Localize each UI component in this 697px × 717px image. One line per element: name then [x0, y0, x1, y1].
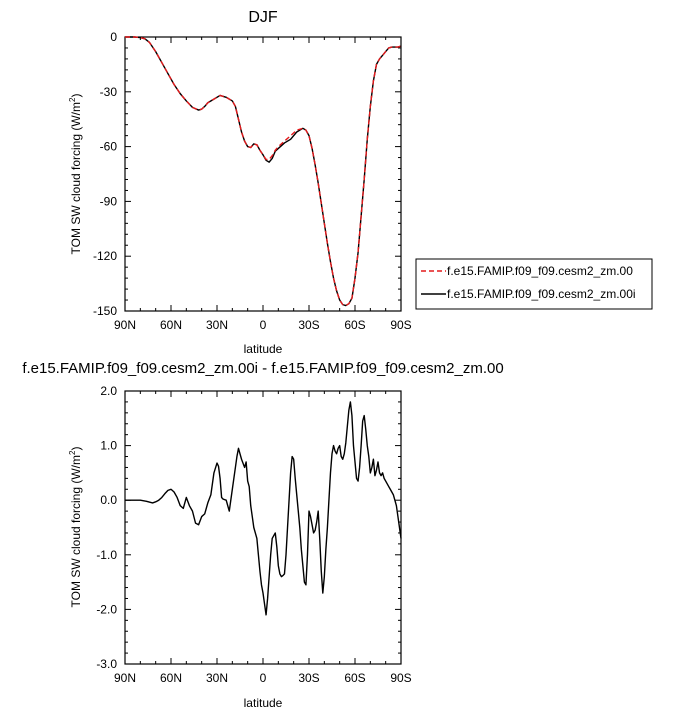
legend: f.e15.FAMIP.f09_f09.cesm2_zm.00 f.e15.FA…	[415, 258, 653, 310]
bottom-series-line-1	[125, 401, 402, 616]
bottom-x-tick-label: 30N	[206, 671, 228, 685]
top-chart-title: DJF	[248, 9, 278, 26]
top-y-tick-label: -60	[100, 140, 118, 154]
bottom-chart: f.e15.FAMIP.f09_f09.cesm2_zm.00i - f.e15…	[22, 360, 503, 710]
top-series-line-1	[125, 36, 402, 307]
bottom-y-tick-label: -2.0	[96, 602, 117, 616]
top-y-tick-label: 0	[110, 30, 117, 44]
bottom-plot-frame	[124, 390, 402, 665]
bottom-x-tick-label: 30S	[298, 671, 319, 685]
top-x-tick-label: 90N	[114, 318, 136, 332]
bottom-x-tick-label: 60S	[344, 671, 365, 685]
top-x-tick-label: 60S	[344, 318, 365, 332]
bottom-x-tick-label: 0	[260, 671, 267, 685]
bottom-y-tick-label: -3.0	[96, 657, 117, 671]
bottom-y-axis-label: TOM SW cloud forcing (W/m2)	[68, 447, 83, 608]
top-y-tick-label: -90	[100, 194, 118, 208]
bottom-x-tick-label: 90N	[114, 671, 136, 685]
bottom-x-axis-label: latitude	[244, 696, 283, 710]
legend-box	[415, 258, 653, 310]
bottom-y-tick-label: 2.0	[100, 384, 117, 398]
bottom-y-tick-label: -1.0	[96, 548, 117, 562]
bottom-chart-title: f.e15.FAMIP.f09_f09.cesm2_zm.00i - f.e15…	[22, 360, 503, 377]
top-x-axis-label: latitude	[244, 342, 283, 356]
top-x-tick-label: 30N	[206, 318, 228, 332]
top-y-tick-label: -30	[100, 85, 118, 99]
top-x-tick-label: 30S	[298, 318, 319, 332]
top-chart: DJF 0 -30 -60 -90 -120 -150 90N 60N 30N 0 30S 60S 9…	[68, 9, 653, 356]
top-series-line-2	[125, 36, 402, 307]
bottom-x-tick-label: 90S	[390, 671, 411, 685]
legend-label-series-1: f.e15.FAMIP.f09_f09.cesm2_zm.00	[447, 264, 633, 278]
top-x-tick-label: 90S	[390, 318, 411, 332]
top-y-tick-label: -150	[93, 304, 117, 318]
bottom-y-tick-label: 0.0	[100, 493, 117, 507]
bottom-y-tick-label: 1.0	[100, 439, 117, 453]
top-x-tick-label: 60N	[160, 318, 182, 332]
top-plot-frame	[124, 36, 402, 312]
top-y-tick-label: -120	[93, 249, 117, 263]
bottom-x-tick-label: 60N	[160, 671, 182, 685]
legend-label-series-2: f.e15.FAMIP.f09_f09.cesm2_zm.00i	[447, 287, 636, 301]
top-y-axis-label: TOM SW cloud forcing (W/m2)	[68, 94, 83, 255]
top-x-tick-label: 0	[260, 318, 267, 332]
